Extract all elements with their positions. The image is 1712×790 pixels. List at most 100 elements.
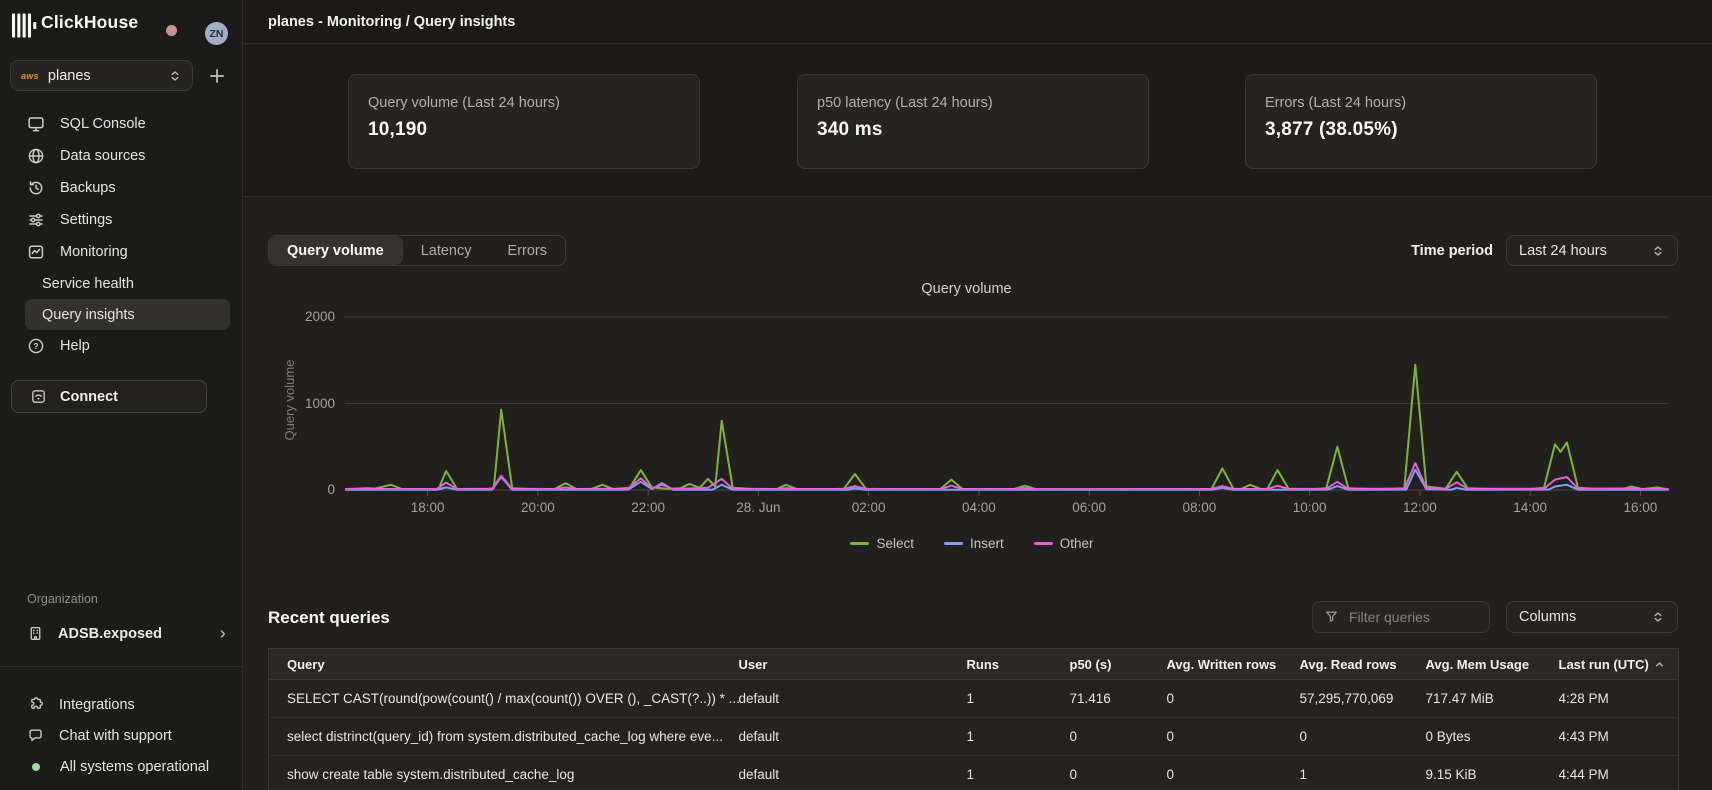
stat-card-errors: Errors (Last 24 hours) 3,877 (38.05%) — [1245, 74, 1597, 169]
connect-button[interactable]: Connect — [11, 380, 207, 413]
organization-switcher[interactable]: ADSB.exposed — [10, 618, 230, 649]
connect-icon — [30, 388, 47, 405]
puzzle-icon — [27, 696, 44, 713]
legend-item-other[interactable]: Other — [1034, 536, 1094, 551]
sidebar-item-backups[interactable]: Backups — [0, 172, 243, 204]
sidebar-nav: SQL Console Data sources Backups — [0, 108, 243, 362]
column-header-avg-read[interactable]: Avg. Read rows — [1300, 649, 1426, 680]
cell-query: select distrinct(query_id) from system.d… — [269, 718, 739, 756]
sidebar-item-integrations[interactable]: Integrations — [0, 689, 243, 720]
columns-select-value: Columns — [1519, 609, 1651, 625]
aws-provider-icon: aws — [21, 71, 39, 81]
service-selector[interactable]: aws planes — [10, 60, 193, 91]
footer-item-label: All systems operational — [60, 759, 209, 775]
sidebar-item-label: Backups — [60, 180, 116, 196]
time-period-value: Last 24 hours — [1519, 243, 1651, 259]
sidebar-item-system-status[interactable]: All systems operational — [0, 751, 243, 782]
column-header-runs[interactable]: Runs — [967, 649, 1070, 680]
table-row[interactable]: SELECT CAST(round(pow(count() / max(coun… — [269, 680, 1679, 718]
stat-label: Query volume (Last 24 hours) — [368, 95, 680, 111]
other-series-swatch — [1034, 542, 1053, 545]
x-tick-label: 02:00 — [829, 500, 909, 515]
insert-series-swatch — [944, 542, 963, 545]
funnel-icon — [1324, 609, 1339, 624]
filter-queries-wrap — [1312, 601, 1490, 633]
column-header-last-run[interactable]: Last run (UTC) — [1559, 649, 1679, 680]
organization-name: ADSB.exposed — [58, 626, 202, 642]
sidebar-item-query-insights[interactable]: Query insights — [25, 299, 230, 330]
sort-asc-icon — [1654, 659, 1665, 670]
column-header-p50[interactable]: p50 (s) — [1070, 649, 1167, 680]
chart-title: Query volume — [243, 281, 1690, 297]
chart-icon — [27, 243, 45, 261]
brand-name: ClickHouse — [41, 12, 138, 33]
chevron-right-icon — [216, 627, 230, 641]
sidebar-item-data-sources[interactable]: Data sources — [0, 140, 243, 172]
stat-value: 340 ms — [817, 119, 1129, 141]
stat-card-query-volume: Query volume (Last 24 hours) 10,190 — [348, 74, 700, 169]
tab-query-volume[interactable]: Query volume — [269, 236, 403, 265]
sidebar-item-monitoring[interactable]: Monitoring — [0, 236, 243, 268]
column-header-query[interactable]: Query — [269, 649, 739, 680]
cell-last-run: 4:43 PM — [1559, 718, 1679, 756]
y-tick-label: 0 — [263, 482, 335, 497]
chart-tabs: Query volume Latency Errors — [268, 235, 566, 266]
help-icon: ? — [27, 337, 45, 355]
sidebar-item-sql-console[interactable]: SQL Console — [0, 108, 243, 140]
legend-label: Other — [1060, 536, 1094, 551]
sidebar-item-settings[interactable]: Settings — [0, 204, 243, 236]
columns-select[interactable]: Columns — [1506, 601, 1678, 633]
x-tick-label: 08:00 — [1159, 500, 1239, 515]
sidebar-item-label: Monitoring — [60, 244, 128, 260]
cell-last-run: 4:28 PM — [1559, 680, 1679, 718]
stat-value: 3,877 (38.05%) — [1265, 119, 1577, 141]
cell-avg-mem: 717.47 MiB — [1426, 680, 1559, 718]
stat-label: Errors (Last 24 hours) — [1265, 95, 1577, 111]
add-service-button[interactable] — [207, 66, 227, 86]
user-avatar[interactable]: ZN — [205, 22, 228, 45]
svg-text:?: ? — [33, 341, 38, 351]
legend-item-select[interactable]: Select — [850, 536, 914, 551]
main-content: planes - Monitoring / Query insights Que… — [243, 0, 1712, 790]
sidebar-item-service-health[interactable]: Service health — [25, 268, 230, 299]
cell-avg-read: 1 — [1300, 756, 1426, 790]
clickhouse-logo-icon[interactable] — [12, 13, 38, 38]
column-header-user[interactable]: User — [739, 649, 967, 680]
terminal-icon — [27, 115, 45, 133]
sidebar-item-help[interactable]: ? Help — [0, 330, 243, 362]
x-tick-label: 16:00 — [1600, 500, 1680, 515]
x-tick-label: 22:00 — [608, 500, 688, 515]
stat-label: p50 latency (Last 24 hours) — [817, 95, 1129, 111]
x-tick-label: 10:00 — [1270, 500, 1350, 515]
tab-errors[interactable]: Errors — [490, 236, 565, 265]
sidebar-divider — [0, 666, 243, 667]
table-row[interactable]: show create table system.distributed_cac… — [269, 756, 1679, 790]
building-icon — [27, 625, 44, 642]
table-row[interactable]: select distrinct(query_id) from system.d… — [269, 718, 1679, 756]
stat-card-p50-latency: p50 latency (Last 24 hours) 340 ms — [797, 74, 1149, 169]
recent-queries-title: Recent queries — [268, 608, 390, 628]
legend-item-insert[interactable]: Insert — [944, 536, 1004, 551]
chevron-up-down-icon — [1651, 610, 1665, 624]
column-header-avg-written[interactable]: Avg. Written rows — [1167, 649, 1300, 680]
cell-query: show create table system.distributed_cac… — [269, 756, 739, 790]
sidebar-item-label: Service health — [42, 276, 134, 292]
x-tick-label: 18:00 — [388, 500, 468, 515]
time-period-select[interactable]: Last 24 hours — [1506, 235, 1678, 266]
cell-p50: 71.416 — [1070, 680, 1167, 718]
cell-avg-written: 0 — [1167, 680, 1300, 718]
x-tick-label: 06:00 — [1049, 500, 1129, 515]
sidebar-item-chat-support[interactable]: Chat with support — [0, 720, 243, 751]
select-series-swatch — [850, 542, 869, 545]
column-header-avg-mem[interactable]: Avg. Mem Usage — [1426, 649, 1559, 680]
status-dot-icon[interactable] — [166, 25, 177, 36]
chart-legend: Select Insert Other — [243, 536, 1701, 551]
footer-item-label: Chat with support — [59, 728, 172, 744]
sidebar-item-label: Settings — [60, 212, 112, 228]
stat-value: 10,190 — [368, 119, 680, 141]
cell-query: SELECT CAST(round(pow(count() / max(coun… — [269, 680, 739, 718]
sidebar-footer: Integrations Chat with support All syste… — [0, 689, 243, 782]
tab-latency[interactable]: Latency — [403, 236, 490, 265]
cell-avg-mem: 0 Bytes — [1426, 718, 1559, 756]
cell-runs: 1 — [967, 718, 1070, 756]
